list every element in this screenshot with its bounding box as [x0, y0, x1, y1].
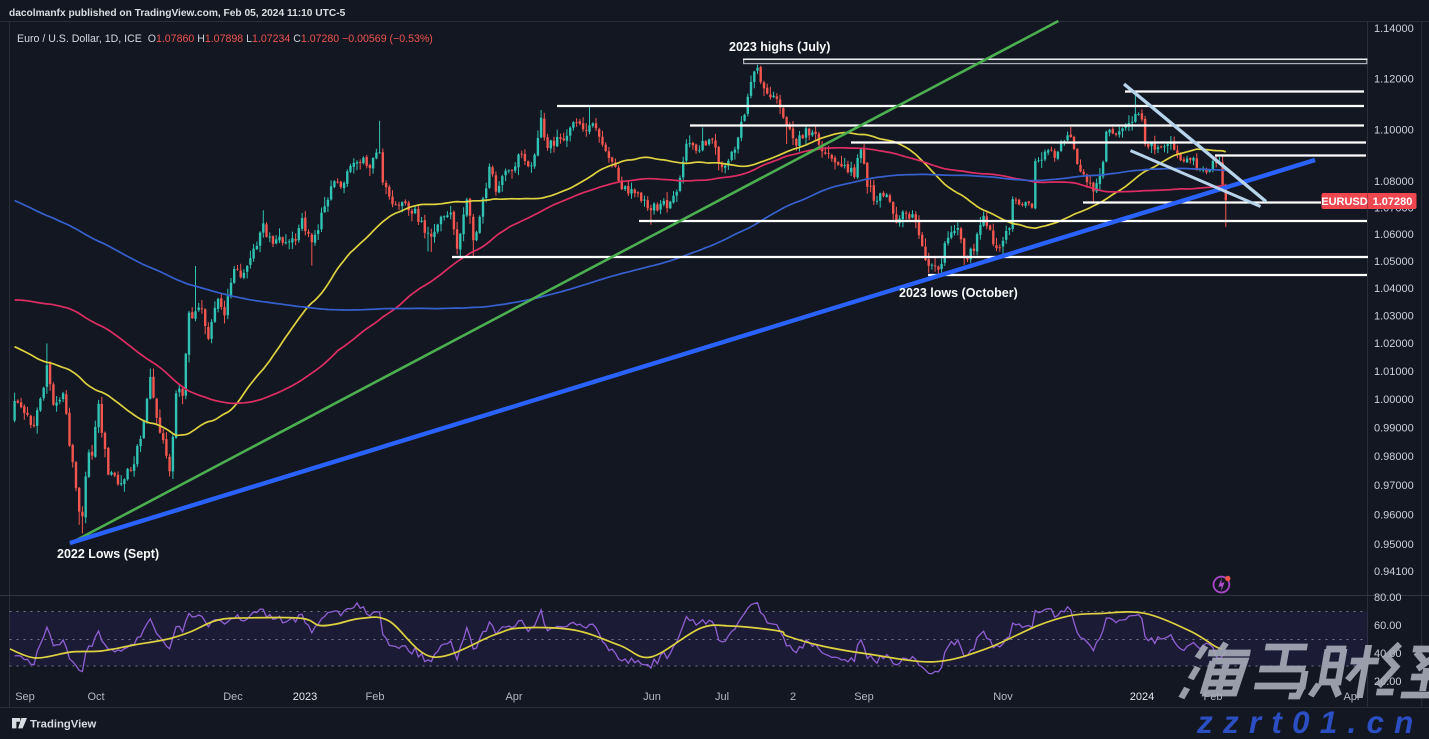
svg-text:2022 Lows (Sept): 2022 Lows (Sept): [57, 547, 159, 561]
svg-text:1.08000: 1.08000: [1374, 176, 1414, 188]
svg-text:Jun: Jun: [643, 691, 661, 703]
svg-text:2023: 2023: [293, 691, 317, 703]
svg-text:0.99000: 0.99000: [1374, 422, 1414, 434]
svg-text:1.00000: 1.00000: [1374, 394, 1414, 406]
svg-text:Apr: Apr: [505, 691, 522, 703]
svg-text:Oct: Oct: [87, 691, 104, 703]
svg-text:Feb: Feb: [366, 691, 385, 703]
svg-text:2023 lows (October): 2023 lows (October): [899, 286, 1018, 300]
svg-text:2: 2: [790, 691, 796, 703]
svg-text:1.05000: 1.05000: [1374, 256, 1414, 268]
svg-text:Dec: Dec: [223, 691, 243, 703]
svg-text:1.07280: 1.07280: [1373, 196, 1413, 208]
svg-text:0.94100: 0.94100: [1374, 566, 1414, 578]
svg-text:1.12000: 1.12000: [1374, 73, 1414, 85]
svg-text:0.96000: 0.96000: [1374, 510, 1414, 522]
svg-text:1.04000: 1.04000: [1374, 283, 1414, 295]
svg-text:2023 highs (July): 2023 highs (July): [729, 40, 830, 54]
svg-text:1.02000: 1.02000: [1374, 338, 1414, 350]
svg-text:0.95000: 0.95000: [1374, 539, 1414, 551]
svg-text:Nov: Nov: [993, 691, 1013, 703]
svg-text:Sep: Sep: [854, 691, 874, 703]
svg-text:Jul: Jul: [715, 691, 729, 703]
svg-text:2024: 2024: [1130, 691, 1154, 703]
svg-text:TradingView: TradingView: [30, 719, 97, 731]
svg-text:1.06000: 1.06000: [1374, 229, 1414, 241]
svg-text:60.00: 60.00: [1374, 620, 1402, 632]
svg-text:1.03000: 1.03000: [1374, 310, 1414, 322]
svg-text:0.98000: 0.98000: [1374, 451, 1414, 463]
svg-text:1.01000: 1.01000: [1374, 366, 1414, 378]
svg-text:Sep: Sep: [15, 691, 35, 703]
svg-text:1.10000: 1.10000: [1374, 124, 1414, 136]
svg-text:zzrt01.cn: zzrt01.cn: [1196, 704, 1424, 739]
svg-text:80.00: 80.00: [1374, 592, 1402, 604]
svg-text:Euro / U.S. Dollar, 1D, ICE O: Euro / U.S. Dollar, 1D, ICE O1.07860 H1.…: [17, 33, 433, 45]
svg-text:Apr: Apr: [1343, 691, 1360, 703]
svg-text:EURUSD: EURUSD: [1321, 196, 1368, 208]
svg-text:dacolmanfx published on Tradin: dacolmanfx published on TradingView.com,…: [9, 8, 346, 19]
svg-text:0.97000: 0.97000: [1374, 480, 1414, 492]
svg-text:1.14000: 1.14000: [1374, 23, 1414, 35]
